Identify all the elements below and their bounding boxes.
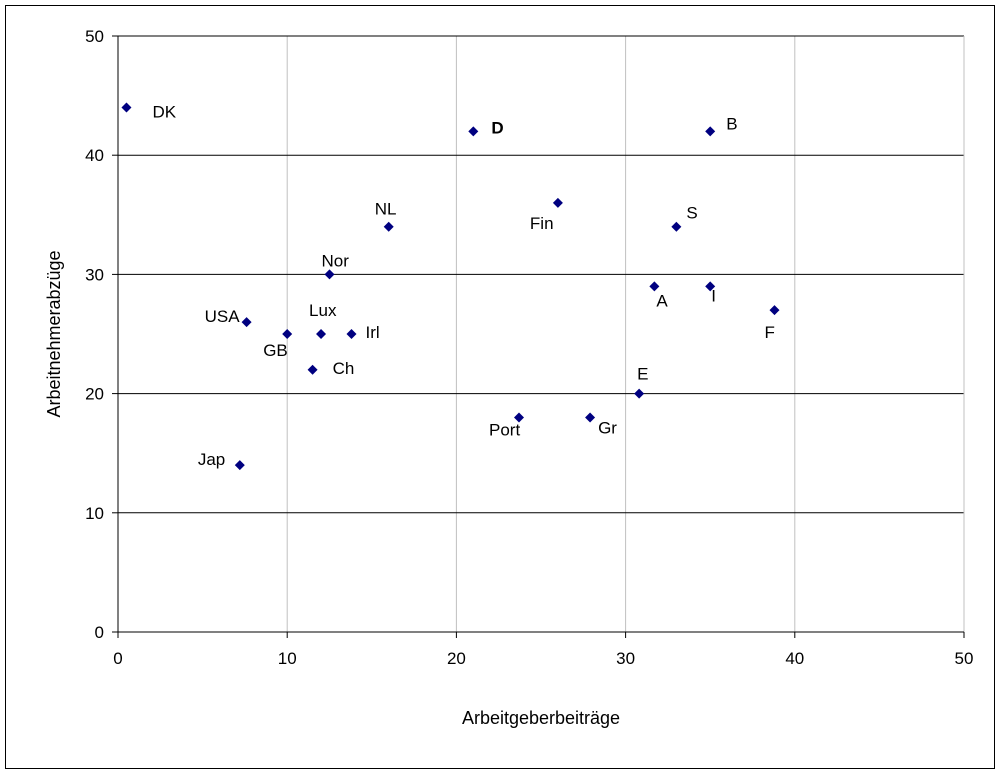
data-point-gr	[585, 412, 596, 423]
data-point-usa	[241, 317, 252, 328]
y-tick-label: 30	[85, 265, 104, 284]
y-tick-label: 0	[95, 623, 104, 642]
point-label-f: F	[764, 323, 774, 342]
gridlines	[118, 35, 965, 632]
point-label-jap: Jap	[198, 450, 225, 469]
point-label-d: D	[491, 118, 503, 137]
data-point-dk	[121, 102, 132, 113]
data-point-fin	[552, 197, 563, 208]
x-axis-title: Arbeitgeberbeiträge	[462, 708, 620, 728]
y-tick-label: 40	[85, 146, 104, 165]
point-label-port: Port	[489, 420, 520, 439]
point-label-i: I	[711, 286, 716, 305]
tick-labels: 0 10 20 30 40 50 0 10 20 30 40 50	[85, 27, 973, 668]
point-label-a: A	[656, 291, 668, 310]
x-tick-label: 10	[278, 649, 297, 668]
data-point-lux	[316, 329, 327, 339]
point-label-fin: Fin	[530, 214, 554, 233]
point-label-nl: NL	[375, 200, 397, 219]
data-point-ch	[307, 364, 318, 375]
point-label-nor: Nor	[322, 251, 350, 270]
data-point-s	[671, 221, 682, 232]
data-point-jap	[234, 460, 245, 471]
data-point-port	[514, 412, 525, 423]
x-tick-label: 40	[785, 649, 804, 668]
chart-area	[5, 5, 995, 769]
y-tick-label: 50	[85, 27, 104, 46]
data-point-a	[649, 281, 660, 292]
axes	[112, 35, 965, 638]
data-points	[121, 102, 780, 471]
data-point-b	[705, 126, 716, 137]
point-labels: DK D B Fin NL S Nor A I F USA GB Lux Irl Ch E Port Gr Jap	[152, 103, 774, 470]
point-label-ch: Ch	[333, 359, 355, 378]
point-label-usa: USA	[205, 307, 241, 326]
point-label-e: E	[637, 365, 648, 384]
data-point-e	[634, 388, 645, 399]
y-tick-label: 10	[85, 504, 104, 523]
data-point-irl	[346, 329, 357, 339]
point-label-dk: DK	[152, 103, 176, 122]
x-tick-label: 20	[447, 649, 466, 668]
point-label-s: S	[686, 204, 697, 223]
point-label-gr: Gr	[598, 418, 617, 437]
point-label-gb: GB	[263, 341, 288, 360]
data-point-f	[769, 305, 780, 316]
point-label-irl: Irl	[365, 323, 379, 342]
data-point-nor	[324, 269, 335, 280]
data-point-nl	[383, 221, 394, 232]
data-point-gb	[282, 329, 293, 339]
x-tick-label: 50	[955, 649, 974, 668]
point-label-lux: Lux	[309, 301, 337, 320]
data-point-d	[468, 126, 479, 137]
y-axis-title: Arbeitnehmerabzüge	[44, 250, 64, 417]
y-tick-label: 20	[85, 385, 104, 404]
point-label-b: B	[726, 114, 737, 133]
data-point-i	[705, 281, 716, 292]
x-tick-label: 30	[616, 649, 635, 668]
x-tick-label: 0	[113, 649, 122, 668]
